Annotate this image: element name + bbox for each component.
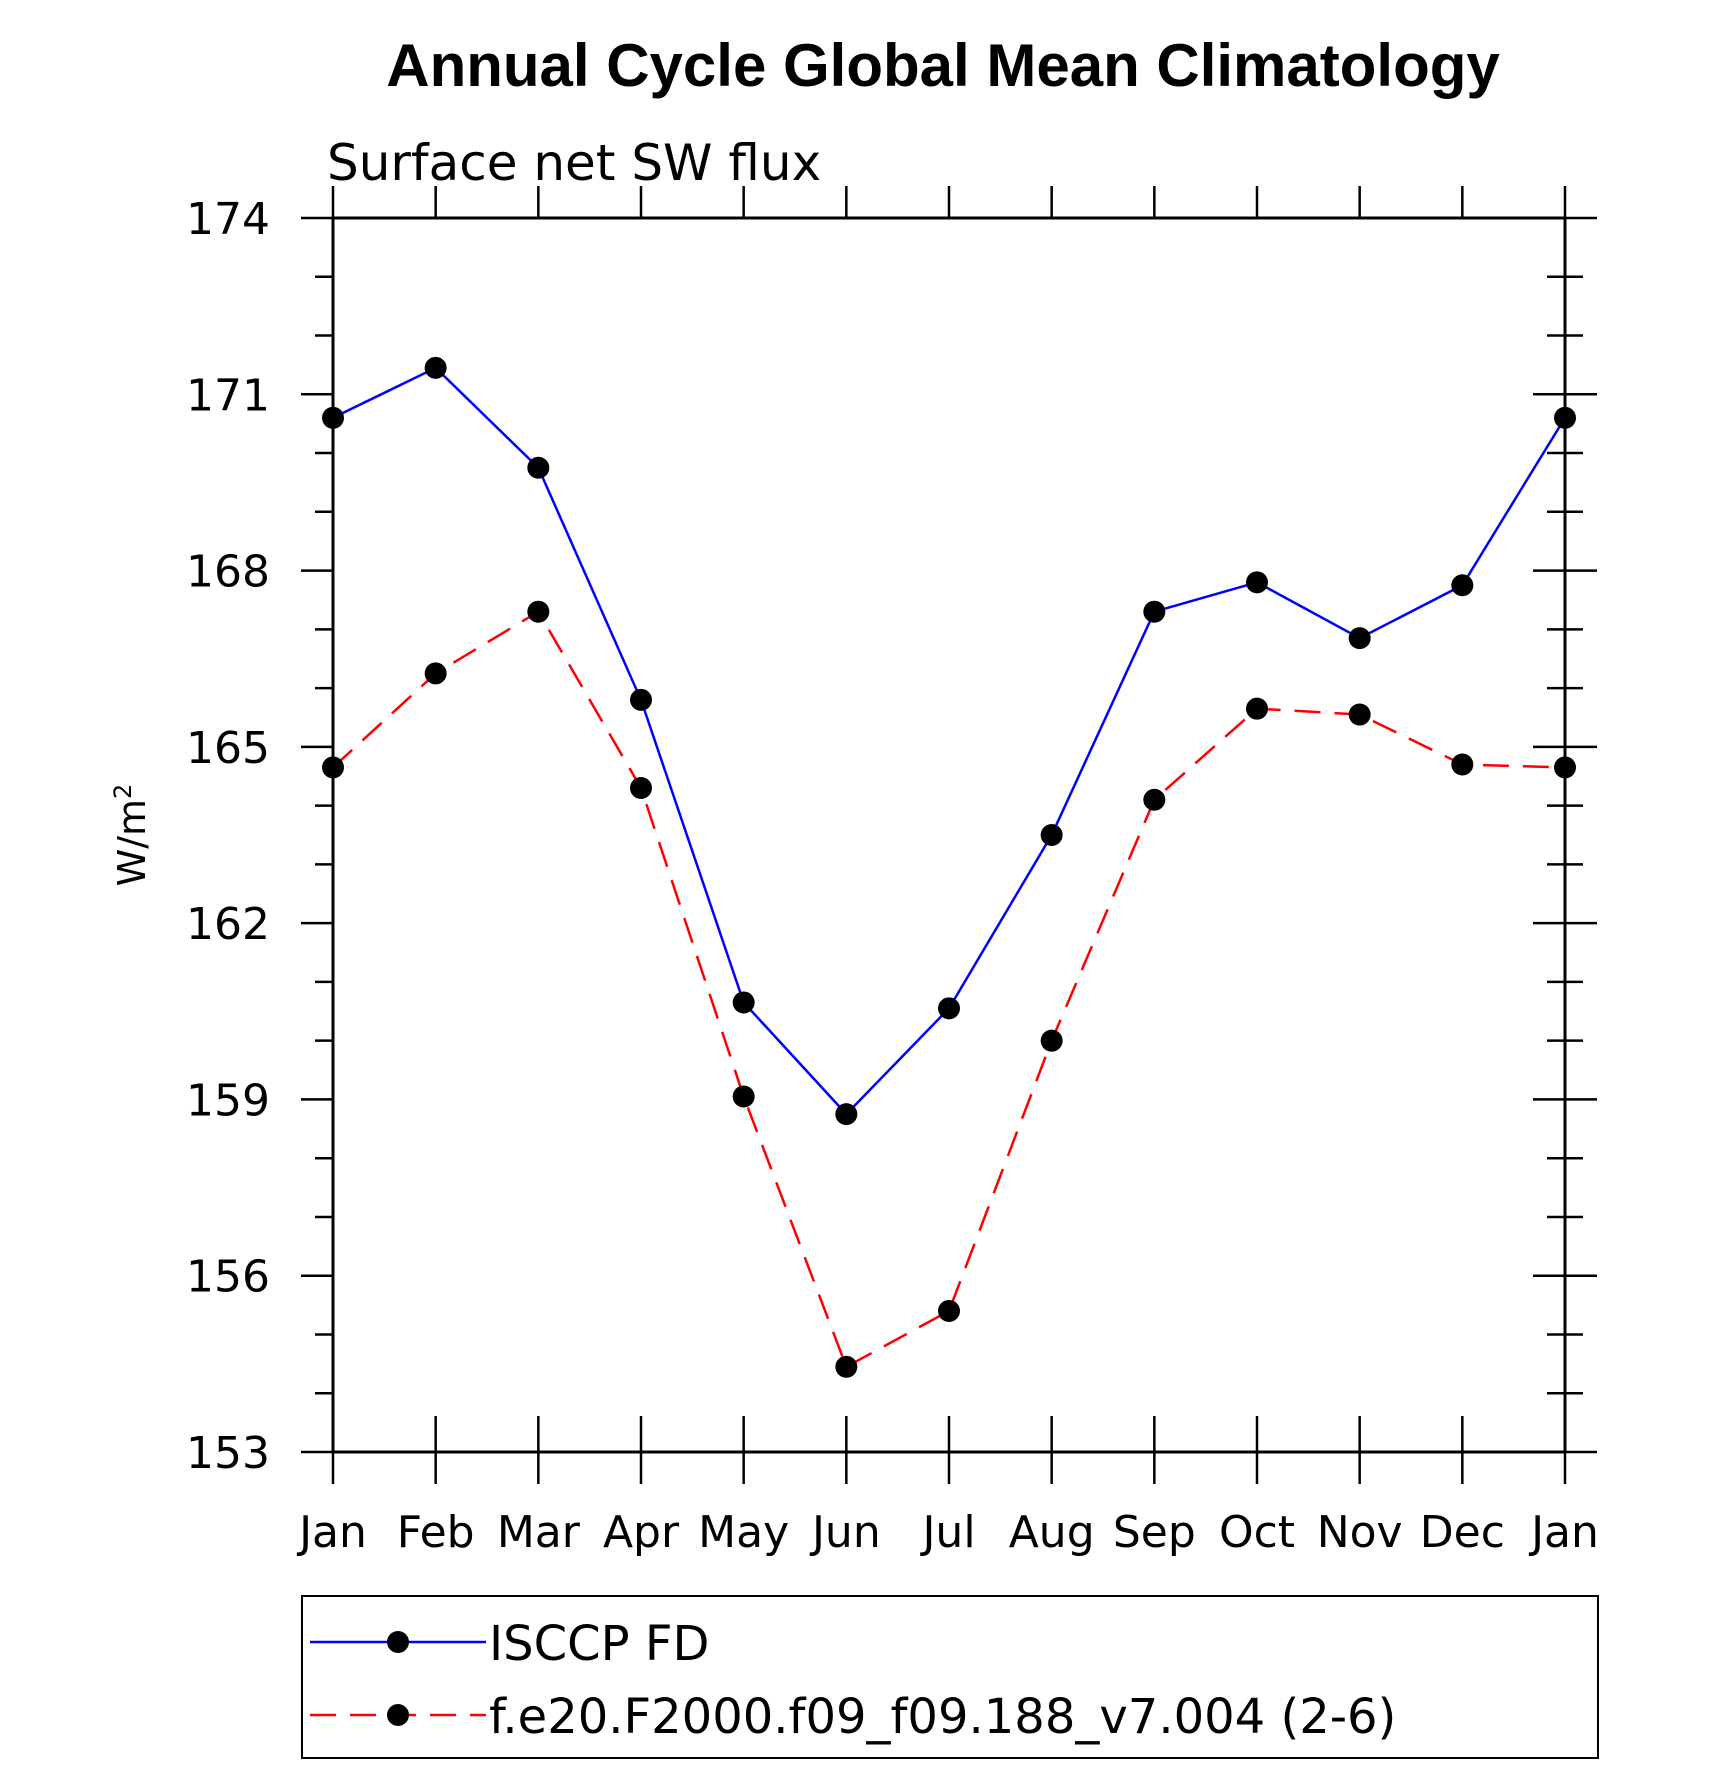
legend-marker-isccp: [387, 1631, 409, 1653]
y-tick-label: 156: [186, 1252, 270, 1303]
series-0-point: [732, 991, 755, 1014]
series-0-point: [322, 406, 344, 429]
y-tick-label: 174: [186, 194, 270, 245]
series-0-point: [1554, 406, 1576, 429]
legend-marker-model: [387, 1704, 409, 1726]
x-tick-label: Apr: [603, 1507, 680, 1558]
legend-label-model: f.e20.F2000.f09_f09.188_v7.004 (2-6): [489, 1689, 1396, 1745]
y-tick-label: 165: [186, 723, 270, 774]
series-1-point: [1246, 697, 1268, 720]
series-0-point: [1040, 824, 1063, 846]
x-tick-label: Aug: [1009, 1507, 1095, 1558]
series-1-point: [1040, 1029, 1063, 1052]
series-1-point: [1348, 703, 1371, 726]
plot-border: [331, 216, 1567, 1454]
plot-frame: [301, 186, 1597, 1484]
series-0-point: [1348, 627, 1371, 650]
y-axis-label: W/m2: [109, 784, 154, 887]
y-tick-label: 162: [186, 899, 270, 950]
series-1-point: [424, 662, 447, 685]
series-1-point: [1143, 788, 1166, 811]
legend-label-isccp: ISCCP FD: [489, 1616, 709, 1672]
x-tick-labels: Jan Feb Mar Apr May Jun Jul Aug Sep Oct Nov Dec Jan: [296, 1507, 1599, 1558]
series-0-point: [938, 997, 960, 1020]
chart-subtitle: Surface net SW flux: [327, 134, 821, 192]
y-tick-labels: 174 171 168 165 162 159 156 153: [186, 194, 270, 1479]
x-tick-label: May: [698, 1507, 789, 1558]
chart-title: Annual Cycle Global Mean Climatology: [386, 32, 1500, 99]
x-tick-label: Jan: [296, 1507, 367, 1558]
series-1-point: [1554, 756, 1576, 779]
x-tick-label: Dec: [1420, 1507, 1505, 1558]
series-1-point: [938, 1299, 960, 1322]
x-tick-label: Jun: [809, 1507, 881, 1558]
series-0-point: [424, 356, 447, 379]
series-line-1: [332, 609, 1566, 1369]
series-0-point: [1451, 574, 1474, 597]
y-tick-label: 171: [186, 370, 270, 421]
series-0-point: [630, 688, 652, 711]
series-1-point: [1451, 753, 1474, 776]
series-0-point: [835, 1103, 858, 1126]
x-tick-label: Jul: [919, 1507, 975, 1558]
y-tick-label: 159: [186, 1075, 270, 1126]
series-1-point: [835, 1355, 858, 1378]
series-1-point: [527, 600, 550, 623]
y-tick-label: 168: [186, 547, 270, 598]
x-tick-label: Jan: [1528, 1507, 1599, 1558]
legend: ISCCP FD f.e20.F2000.f09_f09.188_v7.004 …: [301, 1595, 1599, 1759]
series-lines: [332, 366, 1567, 1369]
series-1-point: [630, 776, 652, 799]
x-tick-label: Oct: [1219, 1507, 1295, 1558]
axis-ticks: [301, 186, 1597, 1484]
series-1-point: [322, 756, 344, 779]
legend-box: [301, 1595, 1599, 1759]
y-axis-label-superscript: 2: [109, 784, 137, 799]
x-tick-label: Mar: [497, 1507, 581, 1558]
series-0-point: [1143, 600, 1166, 623]
y-tick-label: 153: [186, 1428, 270, 1479]
series-0-point: [527, 456, 550, 479]
series-points: [322, 356, 1576, 1378]
series-1-point: [732, 1085, 755, 1108]
series-0-point: [1246, 571, 1268, 594]
x-tick-label: Sep: [1113, 1507, 1196, 1558]
x-tick-label: Feb: [397, 1507, 475, 1558]
x-tick-label: Nov: [1317, 1507, 1403, 1558]
